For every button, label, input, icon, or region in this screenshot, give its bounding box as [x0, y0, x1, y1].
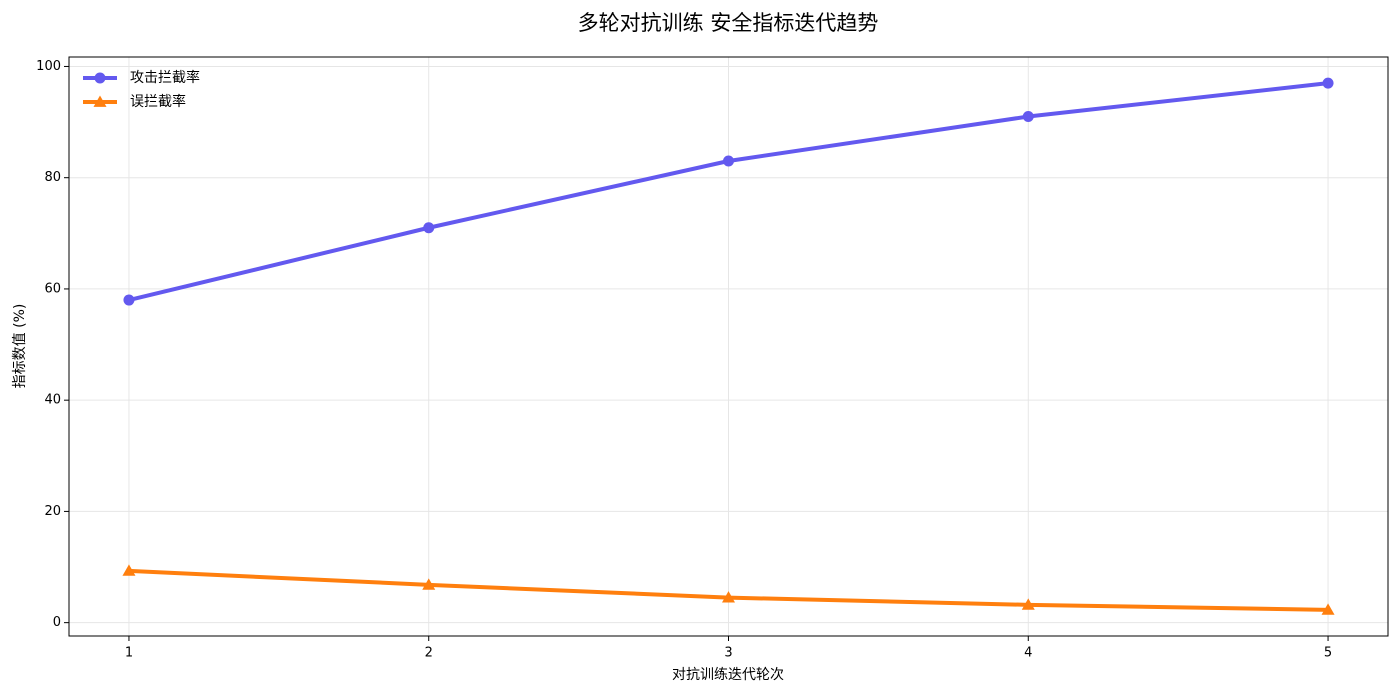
- legend-marker: [93, 95, 107, 107]
- y-tick-label: 60: [44, 281, 61, 296]
- marker: [1321, 603, 1335, 615]
- legend-marker: [94, 72, 106, 84]
- y-tick-label: 0: [53, 615, 61, 630]
- x-tick-label: 1: [125, 646, 133, 661]
- marker: [1021, 598, 1035, 610]
- y-tick-label: 40: [44, 393, 61, 408]
- x-tick-label: 4: [1024, 646, 1032, 661]
- legend-label: 攻击拦截率: [130, 69, 200, 86]
- marker: [1322, 77, 1334, 89]
- grid: [69, 57, 1388, 636]
- y-tick-label: 20: [44, 504, 61, 519]
- marker: [123, 294, 135, 306]
- marker: [1022, 111, 1034, 123]
- marker: [722, 591, 735, 603]
- chart-title: 多轮对抗训练 安全指标迭代趋势: [578, 11, 879, 35]
- x-tick-label: 3: [724, 646, 732, 661]
- x-axis-label: 对抗训练迭代轮次: [672, 667, 784, 683]
- y-tick-label: 80: [44, 170, 61, 185]
- marker: [122, 564, 136, 576]
- y-tick-label: 100: [36, 59, 61, 74]
- plot-area: [122, 77, 1335, 615]
- marker: [423, 222, 435, 234]
- y-axis-label: 指标数值 (%): [12, 304, 28, 389]
- marker: [422, 578, 436, 590]
- x-tick-label: 2: [425, 646, 433, 661]
- marker: [723, 155, 734, 167]
- x-tick-label: 5: [1324, 646, 1332, 661]
- legend-label: 误拦截率: [130, 93, 186, 110]
